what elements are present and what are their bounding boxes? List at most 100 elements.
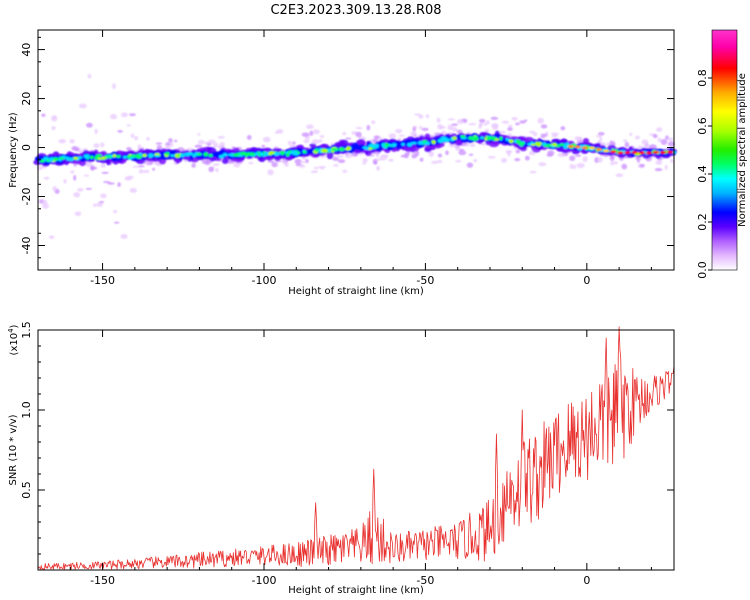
spectrogram-noise-blob: [515, 149, 521, 154]
snr-x-tick-label: -50: [416, 574, 434, 587]
spectrogram-noise-blob: [514, 158, 521, 162]
spectrogram-noise-blob: [435, 160, 443, 164]
spectrogram-peak-blob: [112, 153, 117, 158]
spectrogram-noise-blob: [246, 134, 252, 140]
spectrogram-noise-blob: [85, 187, 93, 190]
spectrogram-noise-blob: [498, 130, 506, 134]
spectrogram-peak-blob: [338, 147, 345, 152]
spectrogram-noise-blob: [101, 171, 109, 174]
spectrogram-noise-blob: [436, 117, 441, 123]
spectrogram-noise-blob: [165, 142, 171, 147]
spectrogram-noise-blob: [560, 126, 566, 131]
colorbar: 0.0 0.2 0.4 0.6 0.8 Normalized spectral ampl…: [696, 29, 748, 279]
spectrogram-noise-blob: [100, 142, 105, 148]
spectrogram-noise-blob: [418, 114, 424, 119]
spectrogram-y-tick-label: 40: [20, 43, 33, 57]
spectrogram-noise-blob: [538, 162, 547, 167]
spectrogram-noise-blob: [412, 127, 416, 132]
spectrogram-peak-blob: [218, 154, 225, 159]
spectrogram-noise-blob: [455, 159, 462, 163]
spectrogram-noise-blob: [126, 124, 132, 127]
spectrogram-peak-blob: [72, 156, 79, 160]
spectrogram-noise-blob: [336, 155, 344, 158]
spectrogram-noise-blob: [168, 138, 173, 143]
snr-scale-exponent: 4: [7, 328, 15, 333]
spectrogram-peak-blob: [232, 153, 238, 157]
spectrogram-noise-blob: [492, 124, 499, 131]
spectrogram-noise-blob: [480, 143, 487, 146]
spectrogram-noise-blob: [345, 137, 352, 140]
spectrogram-noise-blob: [479, 121, 483, 127]
spectrogram-peak-blob: [97, 157, 102, 161]
spectrogram-max-blob: [588, 146, 596, 150]
spectrogram-noise-blob: [501, 158, 508, 163]
snr-x-tick-label: 0: [583, 574, 590, 587]
spectrogram-noise-blob: [668, 137, 674, 142]
spectrogram-noise-blob: [319, 155, 327, 158]
spectrogram-noise-blob: [107, 182, 115, 185]
spectrogram-peak-blob: [49, 157, 53, 162]
spectrogram-peak-blob: [479, 136, 484, 140]
snr-ticks: -150 -100 -50 0 0.5 1.0 1.5: [20, 321, 674, 587]
spectrogram-noise-blob: [130, 133, 135, 138]
spectrogram-peak-blob: [180, 153, 185, 158]
spectrogram-peak-blob: [491, 136, 496, 141]
spectrogram-noise-blob: [388, 133, 397, 139]
spectrogram-noise-blob: [375, 153, 380, 158]
spectrogram-noise-blob: [306, 124, 314, 130]
spectrogram-peak-blob: [122, 155, 128, 159]
spectrogram-noise-blob: [388, 158, 394, 162]
spectrogram-max-blob: [595, 148, 603, 151]
colorbar-tick-label: 0.2: [696, 213, 709, 231]
spectrogram-noise-blob: [599, 137, 603, 141]
spectrogram-noise-blob: [414, 150, 420, 157]
spectrogram-peak-blob: [116, 154, 121, 159]
snr-x-axis-label: Height of straight line (km): [288, 585, 424, 596]
spectrogram-noise-blob: [197, 133, 201, 136]
spectrogram-noise-blob: [212, 163, 220, 166]
spectrogram-noise-blob: [635, 156, 640, 161]
spectrogram-peak-blob: [499, 136, 503, 141]
spectrogram-noise-blob: [332, 157, 340, 161]
spectrogram-noise-blob: [75, 148, 80, 152]
spectrogram-peak-blob: [274, 152, 280, 156]
spectrogram-noise-blob: [639, 163, 645, 168]
colorbar-label: Normalized spectral amplitude: [737, 73, 748, 227]
spectrogram-noise-blob: [648, 144, 657, 149]
spectrogram-noise-blob: [311, 139, 319, 145]
snr-y-tick-label: 1.5: [20, 321, 33, 339]
spectrogram-peak-blob: [203, 152, 209, 157]
spectrogram-noise-blob: [398, 134, 405, 137]
spectrogram-noise-blob: [395, 129, 403, 134]
spectrogram-peak-blob: [227, 153, 233, 156]
spectrogram-noise-blob: [366, 124, 371, 131]
snr-frame: [37, 329, 675, 571]
spectrogram-noise-blob: [483, 122, 488, 126]
spectrogram-noise-blob: [276, 129, 284, 134]
colorbar-frame: [711, 29, 738, 271]
spectrogram-noise-blob: [655, 159, 663, 166]
spectrogram-noise-blob: [129, 188, 137, 193]
spectrogram-noise-blob: [74, 211, 82, 217]
spectrogram-noise-blob: [652, 134, 658, 139]
spectrogram-noise-blob: [624, 141, 630, 148]
spectrogram-noise-blob: [137, 144, 142, 150]
snr-y-tick-label: 0.5: [20, 481, 33, 499]
snr-x-tick-label: -150: [90, 574, 115, 587]
spectrogram-max-blob: [659, 151, 667, 154]
spectrogram-noise-blob: [267, 160, 275, 163]
spectrogram-noise-blob: [569, 155, 576, 162]
spectrogram-noise-blob: [419, 157, 424, 162]
spectrogram-peak-blob: [546, 143, 552, 148]
spectrogram-noise-blob: [90, 164, 95, 171]
spectrogram-noise-blob: [660, 139, 668, 145]
spectrogram-noise-blob: [109, 114, 118, 120]
spectrogram-max-blob: [624, 151, 631, 155]
spectrogram-noise-blob: [93, 143, 100, 148]
spectrogram-noise-blob: [484, 128, 490, 133]
spectrogram-core-blob: [159, 152, 165, 157]
spectrogram-peak-blob: [77, 156, 83, 159]
spectrogram-noise-blob: [355, 126, 363, 130]
spectrogram-noise-blob: [468, 123, 477, 126]
spectrogram-y-tick-label: 0: [20, 144, 33, 151]
